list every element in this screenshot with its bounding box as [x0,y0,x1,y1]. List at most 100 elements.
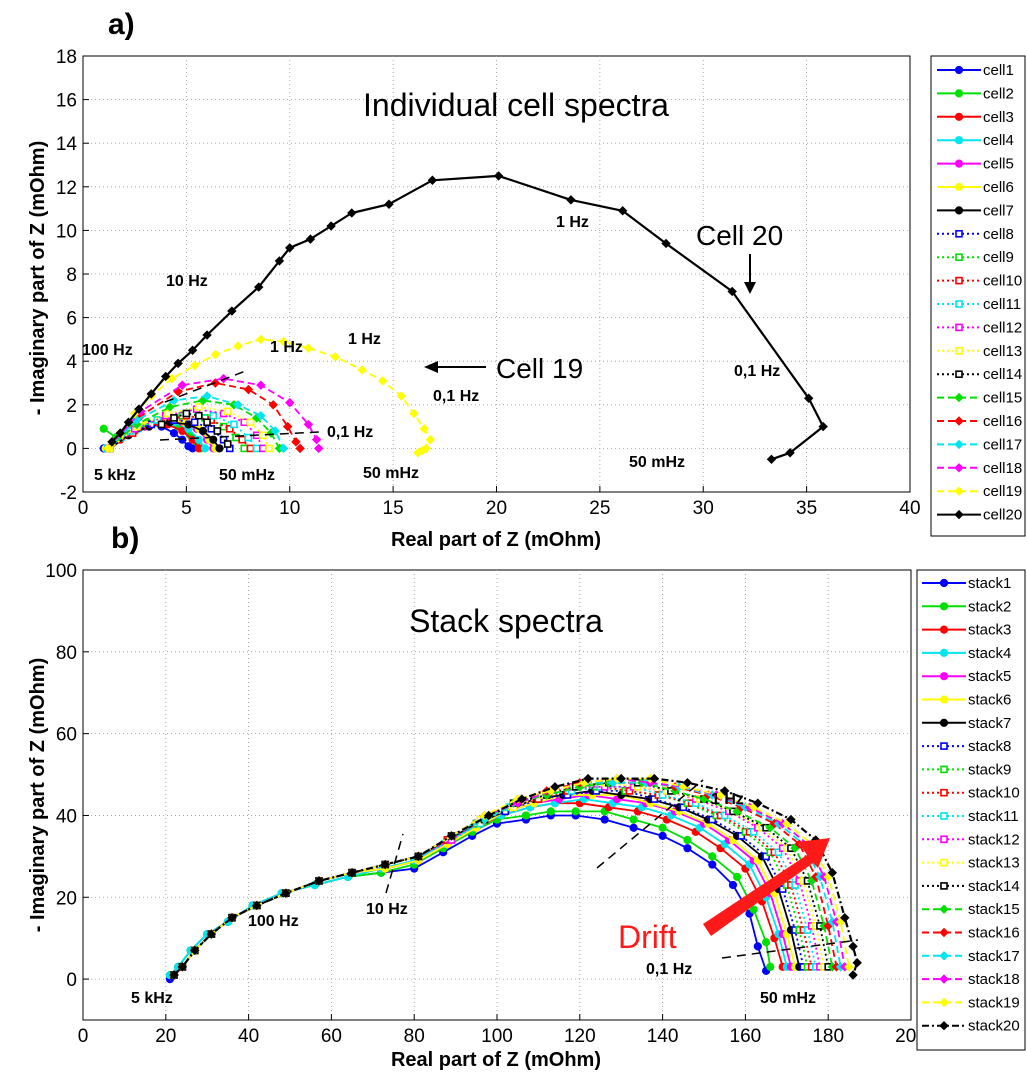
stack2-point [546,807,555,816]
panel-b-label: b) [111,522,139,555]
cell18-point [177,380,187,390]
stack1-point [708,860,717,869]
cell14-point [182,409,191,418]
cell19-point [210,349,221,360]
annotation-a-0-1hz-cells: 0,1 Hz [327,424,373,441]
cell20-point [617,206,628,216]
legend-marker-cell14 [955,370,963,379]
annotation-a-1hz-cell20: 1 Hz [556,214,589,231]
x-tick-label: 120 [564,1026,596,1047]
cell20-point [187,345,198,356]
legend-label-stack11: stack11 [968,808,1019,825]
cell19-point [330,352,340,362]
x-tick-label: 30 [693,498,714,519]
series-cell14 [157,409,232,448]
cell19-point [378,376,388,386]
cell20-point [305,234,316,244]
annotation-a-100hz: 100 Hz [82,342,133,359]
stack20-point [227,913,237,923]
panel-a-annotation-lines [159,254,756,441]
legend-marker-cell6 [954,182,964,192]
stack1-point [753,942,762,951]
legend-marker-stack11 [940,812,948,820]
stack20-point [413,851,424,862]
legend-label-stack12: stack12 [968,831,1020,848]
stack1-point [728,880,738,890]
cell10-point [238,435,246,444]
stack11-point [720,811,729,820]
annotation-b-0-1hz: 0,1 Hz [646,961,692,978]
legend-marker-stack1 [939,578,949,588]
cell16-point [291,437,301,447]
cell20-point [107,437,117,447]
cell20-point [202,330,212,340]
legend-marker-stack13 [940,858,948,867]
stack2-point [708,852,717,861]
legend-label-cell6: cell6 [983,179,1014,196]
legend-marker-cell16 [954,416,964,426]
y-tick-label: 18 [56,47,77,68]
cell20-point [727,286,737,297]
cell19-point [233,341,243,351]
stack10-point [625,787,634,795]
legend-marker-stack10 [940,788,948,797]
y-tick-label: 12 [56,178,77,199]
cell10-point [246,444,255,453]
one-hz-guide-line-b [596,779,704,869]
cell13-line [109,406,270,450]
cell11-point [209,411,218,420]
panel-a-title: Individual cell spectra [363,87,669,123]
y-tick-label: 6 [66,309,77,330]
stack16-line [173,781,838,976]
annotation-b-100hz: 100 Hz [248,913,299,930]
cell20-point [274,256,285,266]
cell18-point [313,443,324,454]
legend-marker-cell8 [955,230,963,238]
y-tick-label: 20 [56,888,77,909]
legend-marker-cell13 [955,346,963,355]
panel-b-legend-entries: stack1 stack2 stack3 stack4 stack5 stack6 stac… [922,575,1020,1035]
stack20-point [682,778,693,788]
legend-label-stack6: stack6 [968,692,1011,709]
legend-marker-stack14 [940,882,948,890]
stack1-point [683,844,692,853]
cell20-point [493,171,504,181]
legend-label-stack19: stack19 [968,994,1020,1011]
tenth-hz-guide-line [159,431,321,441]
cell20-point [326,221,336,231]
stack2-point [521,811,531,820]
panel-b-x-label: Real part of Z (mOhm) [391,1049,601,1071]
legend-marker-stack20 [939,1020,949,1031]
stack2-point [571,807,580,816]
cell10-point [225,424,234,433]
cell19-point [409,408,419,419]
legend-label-stack14: stack14 [968,878,1020,895]
cell15-point [165,402,175,412]
legend-marker-cell20 [954,509,964,520]
cell20-point [254,282,264,292]
annotation-a-1hz-cells: 1 Hz [270,339,303,356]
stack20-point [281,888,291,898]
legend-label-stack15: stack15 [968,901,1020,918]
cell20-point [818,421,828,432]
cell20-point [285,243,295,253]
stack20-point [827,868,838,878]
panel-a-legend-entries: cell1 cell2 cell3 cell4 cell5 cell6 cell7 cell8… [937,62,1022,524]
x-tick-label: 100 [481,1026,513,1047]
legend-marker-cell18 [954,463,964,473]
y-tick-label: 100 [45,561,77,582]
annotation-a-1hz-cell19: 1 Hz [348,331,381,348]
legend-marker-stack9 [940,765,948,774]
y-tick-label: 2 [66,396,77,417]
cell14-point [203,418,211,427]
stack11-point [791,881,799,889]
legend-label-stack5: stack5 [968,668,1011,685]
cell12-point [259,444,267,453]
annotation-a-50mhz-cell20: 50 mHz [629,454,685,471]
cell18-point [256,380,266,390]
legend-marker-stack19 [939,997,949,1008]
tenth-hz-guide-line-b [721,939,859,959]
legend-label-stack9: stack9 [968,761,1011,778]
cell19-point [103,443,113,454]
